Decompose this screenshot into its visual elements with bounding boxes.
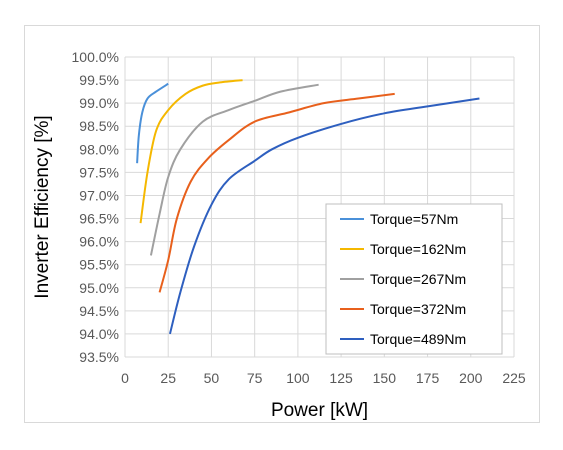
- y-tick-label: 97.5%: [79, 164, 119, 180]
- x-tick-label: 50: [204, 370, 220, 386]
- legend-label-5: Torque=489Nm: [370, 331, 466, 347]
- y-tick-label: 98.5%: [79, 118, 119, 134]
- x-axis-title: Power [kW]: [271, 400, 368, 421]
- y-tick-label: 97.0%: [79, 187, 119, 203]
- y-tick-label: 95.5%: [79, 257, 119, 273]
- x-tick-label: 175: [416, 370, 440, 386]
- y-axis-title: Inverter Efficiency [%]: [32, 115, 53, 298]
- series-line-4: [158, 92, 395, 293]
- y-tick-label: 96.0%: [79, 234, 119, 250]
- y-tick-label: 94.5%: [79, 303, 119, 319]
- x-tick-label: 0: [121, 370, 129, 386]
- series-line-5: [168, 97, 480, 335]
- y-tick-label: 99.5%: [79, 72, 119, 88]
- legend-label-3: Torque=267Nm: [370, 271, 466, 287]
- y-tick-label: 93.5%: [79, 349, 119, 365]
- x-tick-label: 75: [247, 370, 263, 386]
- y-tick-label: 96.5%: [79, 211, 119, 227]
- x-tick-label: 125: [329, 370, 353, 386]
- legend-label-1: Torque=57Nm: [370, 211, 458, 227]
- legend-label-2: Torque=162Nm: [370, 241, 466, 257]
- x-tick-label: 225: [502, 370, 526, 386]
- y-tick-label: 95.0%: [79, 280, 119, 296]
- legend-label-4: Torque=372Nm: [370, 301, 466, 317]
- x-tick-label: 100: [286, 370, 310, 386]
- series-line-3: [149, 83, 319, 256]
- x-tick-label: 150: [373, 370, 397, 386]
- y-tick-label: 99.0%: [79, 95, 119, 111]
- series-line-1: [136, 82, 169, 164]
- x-tick-label: 200: [459, 370, 483, 386]
- series-line-2: [139, 79, 243, 224]
- x-tick-label: 25: [160, 370, 176, 386]
- y-tick-label: 98.0%: [79, 141, 119, 157]
- y-tick-label: 100.0%: [72, 49, 119, 65]
- y-tick-label: 94.0%: [79, 326, 119, 342]
